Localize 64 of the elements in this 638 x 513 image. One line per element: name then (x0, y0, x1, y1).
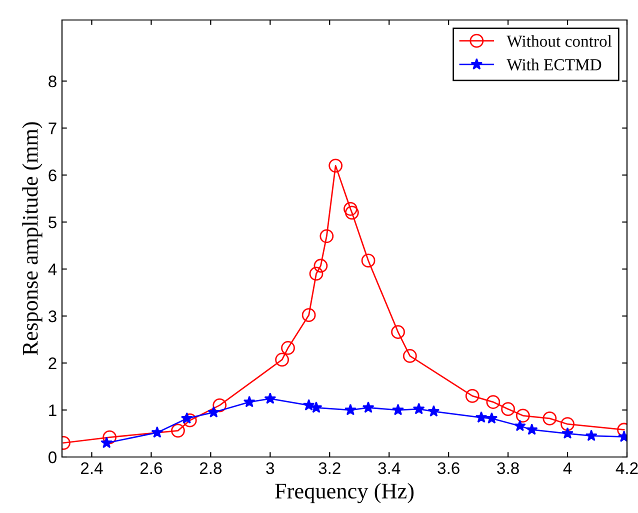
x-tick-label: 4 (563, 462, 572, 474)
point (392, 404, 404, 416)
y-tick-label: 6 (48, 169, 56, 182)
point (275, 352, 289, 367)
point (391, 325, 405, 339)
point (514, 420, 526, 432)
point (309, 266, 324, 281)
point (182, 413, 197, 428)
point (465, 388, 480, 403)
x-tick-label: 3.4 (378, 462, 400, 474)
x-tick-label: 2.4 (80, 462, 103, 474)
point (171, 424, 185, 438)
point (212, 398, 227, 412)
x-tick-label: 3 (266, 462, 274, 474)
y-tick-label: 1 (49, 404, 56, 416)
point (328, 158, 343, 173)
point (302, 399, 315, 410)
x-tick-label: 2.6 (140, 462, 162, 474)
x-tick-label: 4.2 (616, 462, 638, 474)
y-tick-label: 5 (48, 216, 56, 228)
point (180, 412, 193, 424)
y-tick-label: 3 (48, 310, 56, 322)
y-tick-label: 4 (48, 264, 57, 276)
point (562, 427, 574, 439)
x-tick-label: 3.6 (438, 462, 460, 474)
x-tick-label: 3.8 (497, 462, 519, 474)
point (151, 426, 164, 438)
point (475, 411, 488, 423)
point (208, 406, 220, 418)
point (100, 436, 113, 448)
y-axis-title: Response amplitude (mm) (22, 122, 42, 356)
point (402, 349, 417, 363)
point (344, 206, 359, 220)
point (243, 396, 256, 408)
legend-label: With ECTMD (506, 58, 602, 70)
point (344, 202, 358, 216)
legend-label: Without control (506, 35, 612, 47)
y-tick-label: 2 (48, 357, 56, 370)
point (501, 402, 515, 416)
point (412, 402, 425, 414)
point (310, 401, 322, 413)
x-axis-title: Frequency (Hz) (275, 482, 414, 504)
point (264, 392, 276, 404)
point (320, 229, 334, 244)
y-tick-label: 0 (48, 451, 56, 464)
point (428, 405, 440, 417)
y-tick-label: 8 (48, 75, 56, 88)
x-tick-label: 3.2 (318, 462, 340, 474)
x-tick-label: 2.8 (200, 462, 222, 474)
y-tick-label: 7 (48, 122, 56, 134)
point (281, 341, 295, 355)
point (560, 417, 574, 432)
point (486, 395, 500, 409)
point (362, 401, 374, 413)
point (516, 408, 530, 423)
point (302, 308, 316, 322)
point (361, 254, 376, 268)
point (314, 258, 328, 273)
point (542, 412, 557, 426)
point (526, 423, 538, 435)
point (102, 430, 117, 444)
point (585, 430, 598, 442)
point (486, 412, 498, 424)
point (344, 404, 356, 416)
